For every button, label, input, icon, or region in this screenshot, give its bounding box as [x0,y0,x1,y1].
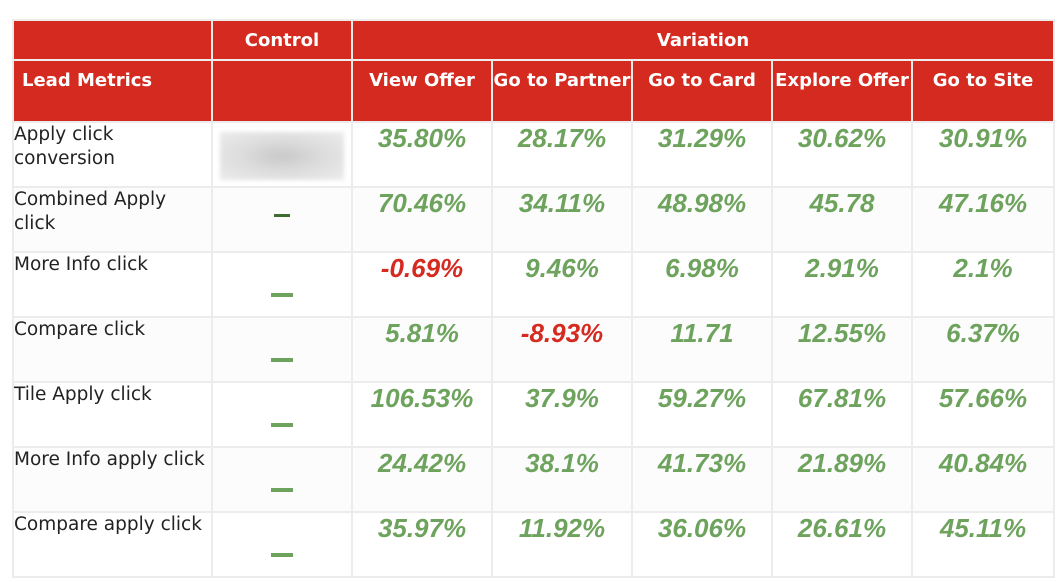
value-cell: 31.29% [631,121,773,188]
value-cell: 67.81% [771,381,913,448]
dash-icon [274,213,290,217]
header-blank [12,19,213,61]
metric-label: Compare click [12,316,213,383]
header-variation: Variation [350,19,1056,61]
value-cell: 26.61% [771,511,913,578]
value-cell: 30.62% [771,121,913,188]
value-cell: 35.97% [351,511,493,578]
redacted-blur [220,132,344,180]
table-row: More Info apply click 24.42% 38.1% 41.73… [12,446,1056,513]
header-go-to-card: Go to Card [631,59,773,123]
header-view-offer: View Offer [351,59,493,123]
value-cell: 57.66% [910,381,1056,448]
metric-label: Apply click conversion [12,121,213,188]
table-row: Apply click conversion 35.80% 28.17% 31.… [12,121,1056,188]
value-cell: 6.37% [910,316,1056,383]
metric-label: More Info apply click [12,446,213,513]
value-cell: 5.81% [351,316,493,383]
value-cell: 12.55% [771,316,913,383]
header-lead-metrics: Lead Metrics [12,59,213,123]
control-value [211,251,353,318]
dash-icon [271,552,293,557]
metric-label: Compare apply click [12,511,213,578]
value-cell: 6.98% [631,251,773,318]
header-go-to-site: Go to Site [910,59,1056,123]
value-cell: 37.9% [491,381,633,448]
value-cell-negative: -8.93% [491,316,633,383]
table-row: Combined Apply click 70.46% 34.11% 48.98… [12,186,1056,253]
value-cell: 2.1% [910,251,1056,318]
control-value [211,381,353,448]
header-explore-offer: Explore Offer [771,59,913,123]
value-cell: 9.46% [491,251,633,318]
value-cell: 36.06% [631,511,773,578]
value-cell: 2.91% [771,251,913,318]
value-cell: 21.89% [771,446,913,513]
value-cell: 45.78 [771,186,913,253]
metric-label: More Info click [12,251,213,318]
value-cell: 11.71 [631,316,773,383]
control-value [211,511,353,578]
header-control: Control [211,19,353,61]
dash-icon [271,292,293,297]
value-cell: 45.11% [910,511,1056,578]
value-cell: 11.92% [491,511,633,578]
value-cell: 38.1% [491,446,633,513]
dash-icon [271,487,293,492]
table-row: Compare click 5.81% -8.93% 11.71 12.55% … [12,316,1056,383]
value-cell: 40.84% [910,446,1056,513]
value-cell: 59.27% [631,381,773,448]
table-row: More Info click -0.69% 9.46% 6.98% 2.91%… [12,251,1056,318]
value-cell: 34.11% [491,186,633,253]
table-row: Compare apply click 35.97% 11.92% 36.06%… [12,511,1056,578]
value-cell: 70.46% [351,186,493,253]
metric-label: Tile Apply click [12,381,213,448]
value-cell: 48.98% [631,186,773,253]
header-control-blank [211,59,353,123]
control-value-blurred [211,121,353,188]
header-row-columns: Lead Metrics View Offer Go to Partner Go… [12,59,1056,123]
value-cell: 41.73% [631,446,773,513]
control-value [211,186,353,253]
control-value [211,446,353,513]
control-value [211,316,353,383]
header-row-groups: Control Variation [12,19,1056,61]
value-cell-negative: -0.69% [351,251,493,318]
value-cell: 24.42% [351,446,493,513]
dash-icon [271,422,293,427]
header-go-to-partner: Go to Partner [491,59,633,123]
value-cell: 30.91% [910,121,1056,188]
dash-icon [271,357,293,362]
value-cell: 47.16% [910,186,1056,253]
value-cell: 28.17% [491,121,633,188]
table-row: Tile Apply click 106.53% 37.9% 59.27% 67… [12,381,1056,448]
lead-metrics-table: Control Variation Lead Metrics View Offe… [12,19,1056,578]
metric-label: Combined Apply click [12,186,213,253]
value-cell: 106.53% [351,381,493,448]
value-cell: 35.80% [351,121,493,188]
